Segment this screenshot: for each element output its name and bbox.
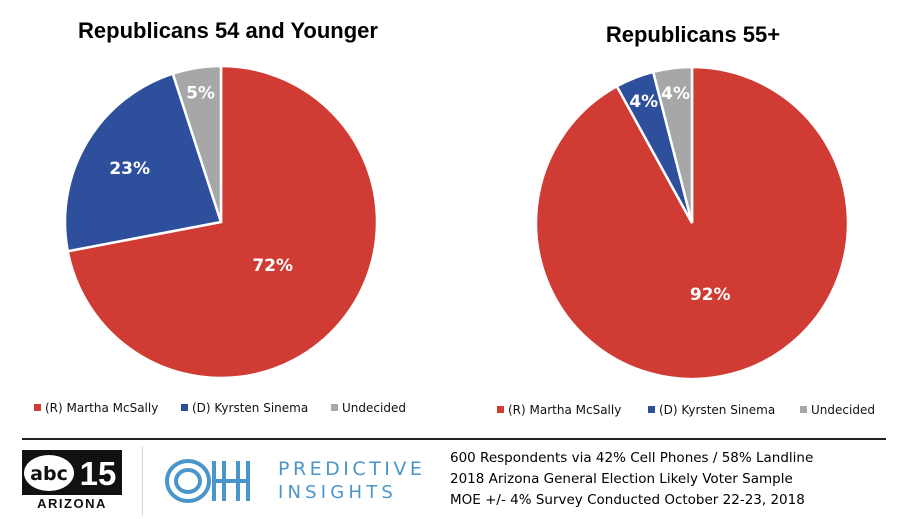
abc-station: ARIZONA — [37, 496, 107, 511]
chart-title: Republicans 54 and Younger — [78, 18, 378, 43]
legend-label-mcsally: (R) Martha McSally — [45, 401, 158, 415]
legend-label-sinema: (D) Kyrsten Sinema — [192, 401, 308, 415]
pie-chart-1: Republicans 54 and Younger 72% 23% 5% (R) Ma… — [34, 18, 406, 415]
legend-swatch-mcsally — [34, 404, 41, 411]
abc-circle-icon — [24, 455, 74, 491]
legend-label-undecided: Undecided — [811, 403, 875, 417]
legend-label-sinema: (D) Kyrsten Sinema — [659, 403, 775, 417]
brand-line-1: PREDICTIVE — [278, 458, 426, 480]
legend-label-undecided: Undecided — [342, 401, 406, 415]
pie-slice-undecided — [171, 64, 223, 223]
predictive-insights-brand: PREDICTIVE INSIGHTS — [278, 458, 425, 504]
pie-slice-sinema — [63, 72, 223, 253]
slice-label-undecided: 4% — [661, 84, 690, 104]
abc15-arizona-logo: abc 15 ARIZONA — [22, 450, 122, 512]
pie-chart-2: Republicans 55+ 92% 4% 4% (R) Martha McSally… — [497, 22, 875, 417]
legend-swatch-mcsally — [497, 406, 504, 413]
survey-note: MOE +/- 4% Survey Conducted October 22-2… — [450, 492, 805, 508]
survey-note: 2018 Arizona General Election Likely Vot… — [450, 471, 793, 487]
oh-logo-icon — [165, 459, 250, 503]
survey-notes: 600 Respondents via 42% Cell Phones / 58… — [450, 448, 813, 511]
chart-title: Republicans 55+ — [606, 22, 780, 47]
survey-note: 600 Respondents via 42% Cell Phones / 58… — [450, 450, 814, 466]
brand-line-2: INSIGHTS — [278, 482, 398, 503]
pie-slice-undecided — [651, 65, 694, 224]
slice-label-sinema: 23% — [109, 159, 150, 179]
slice-label-sinema: 4% — [629, 92, 658, 112]
abc-number: 15 — [80, 455, 117, 492]
logo-separator — [142, 446, 143, 516]
legend-swatch-undecided — [800, 406, 807, 413]
legend-label-mcsally: (R) Martha McSally — [508, 403, 621, 417]
abc-text: abc — [30, 463, 68, 485]
legend-swatch-sinema — [648, 406, 655, 413]
legend-swatch-sinema — [181, 404, 188, 411]
pie-slice-mcsally — [66, 64, 379, 380]
footer-divider — [22, 438, 886, 440]
slice-label-mcsally: 72% — [252, 256, 293, 276]
legend-swatch-undecided — [331, 404, 338, 411]
slice-label-mcsally: 92% — [690, 285, 731, 305]
slice-label-undecided: 5% — [186, 84, 215, 104]
